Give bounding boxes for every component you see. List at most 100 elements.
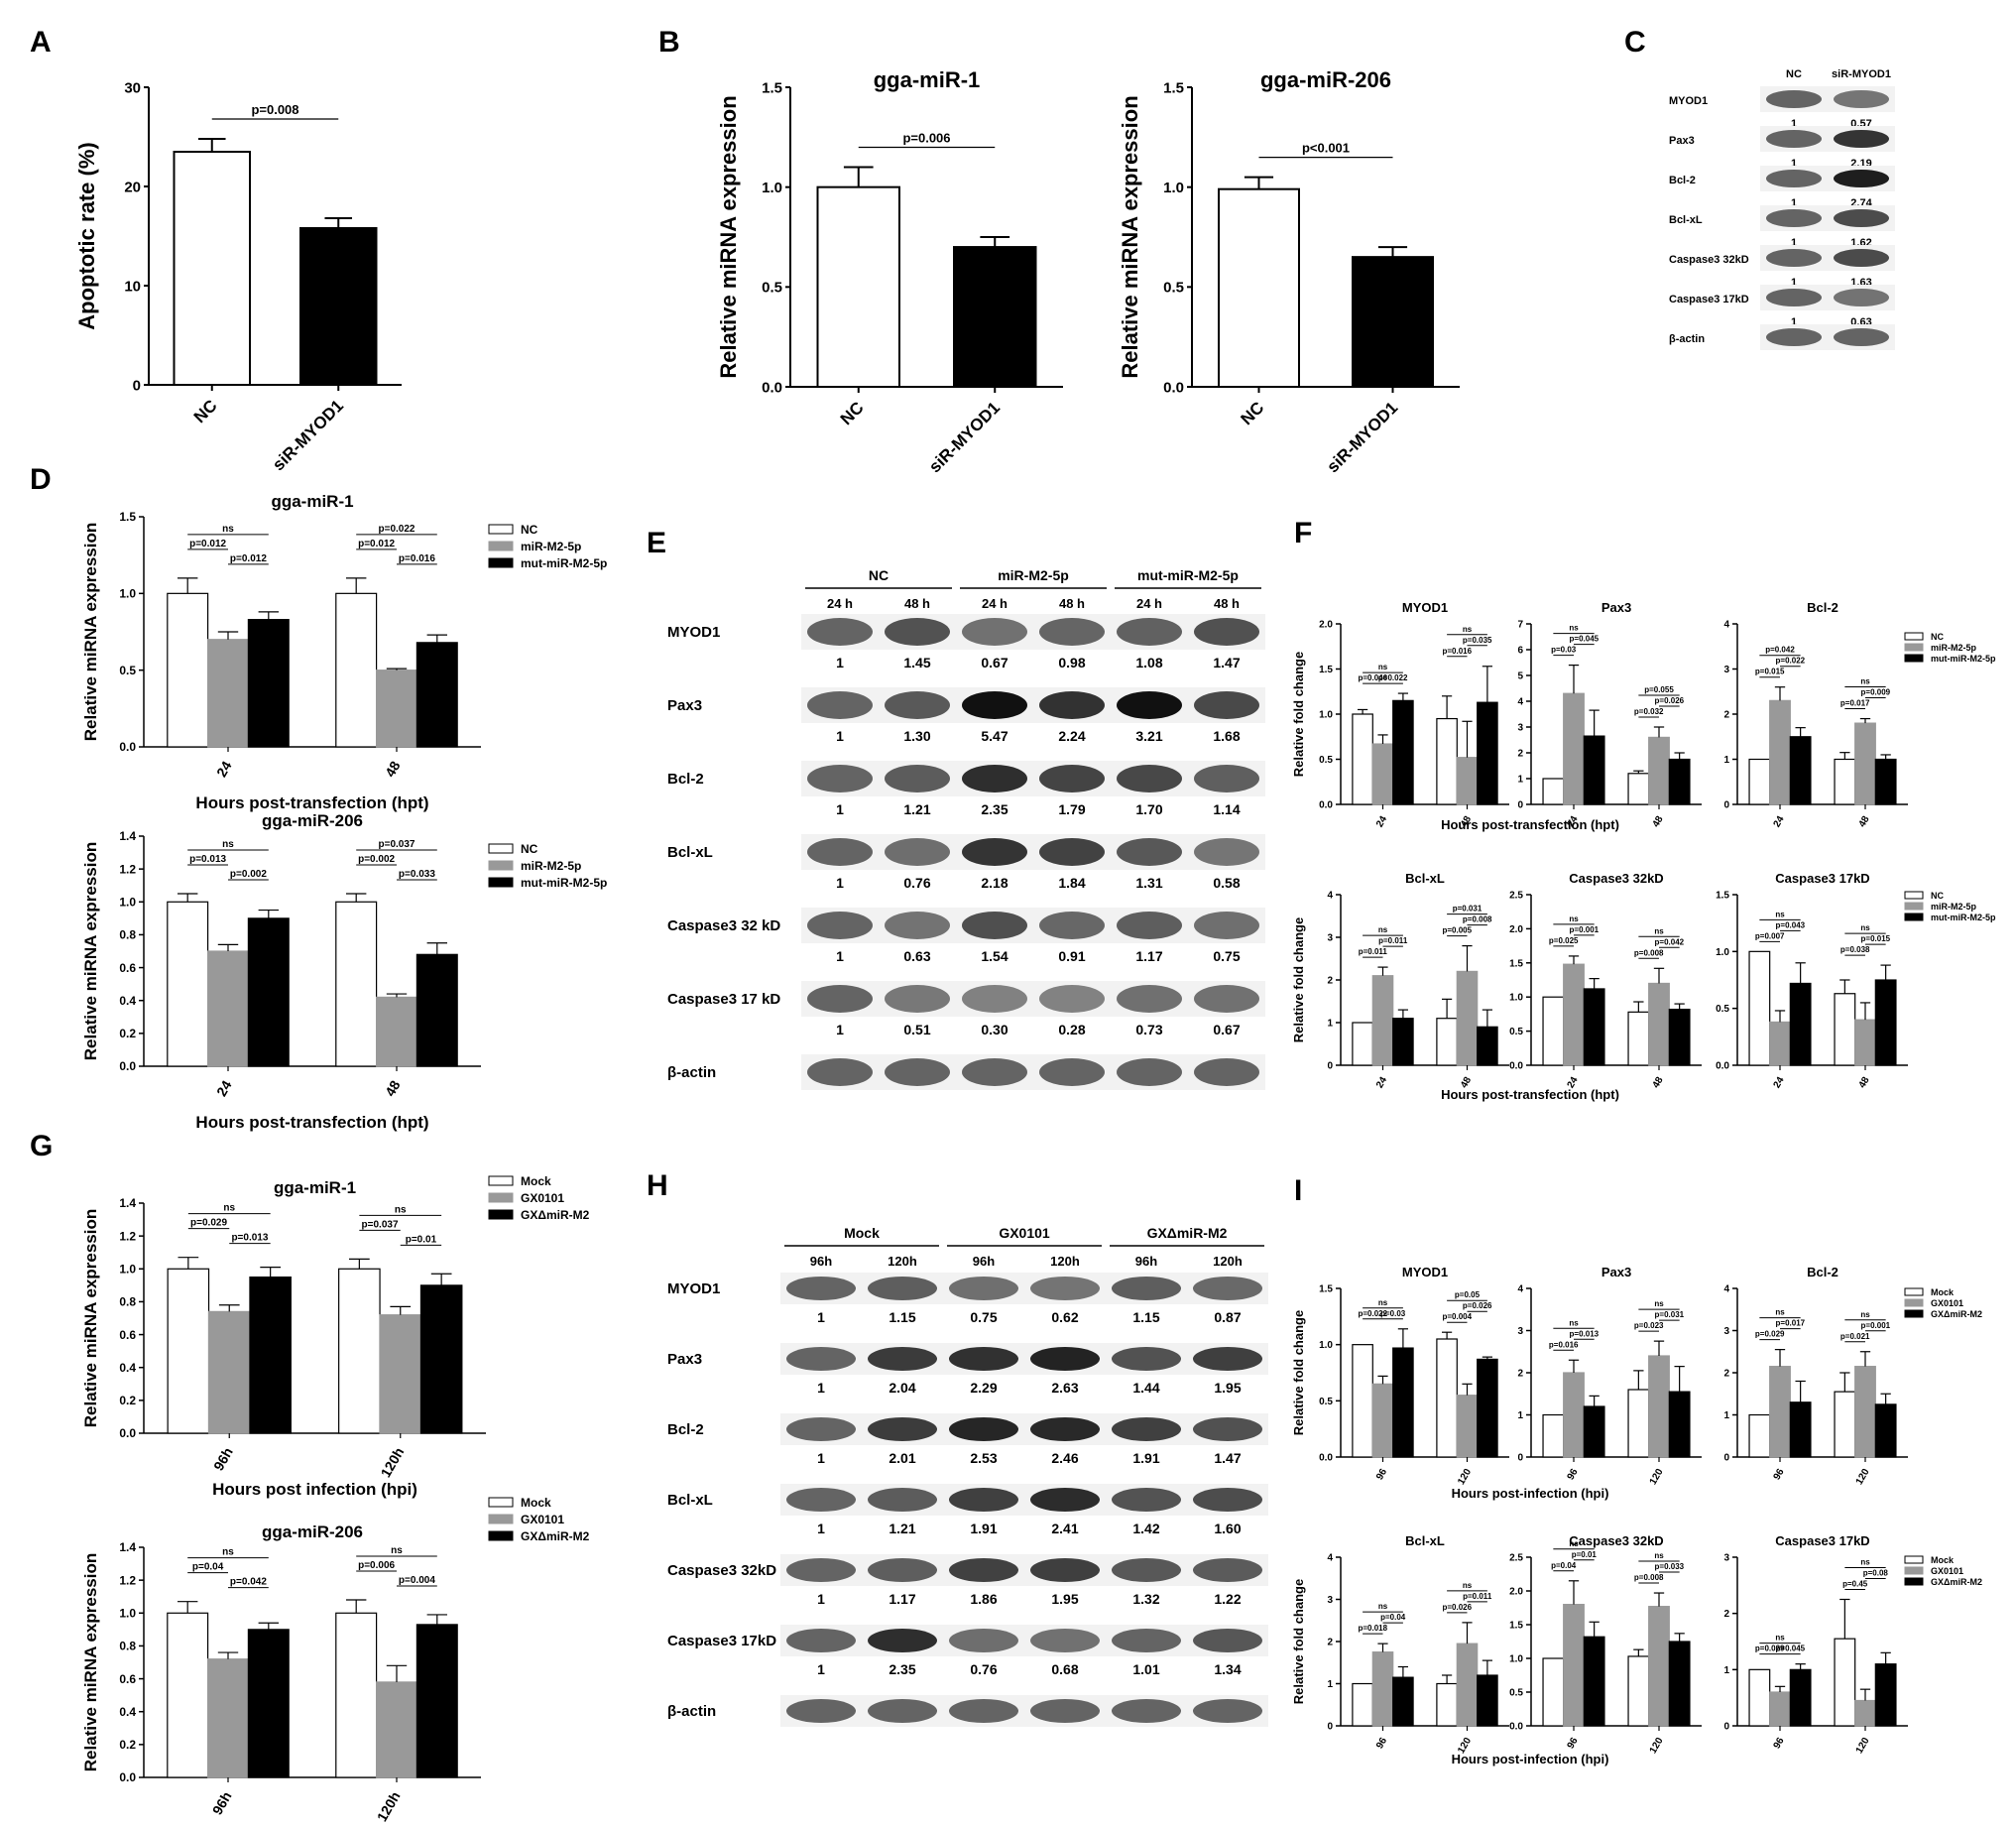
p-value-label: ns	[222, 1547, 234, 1558]
blot-row-label: Bcl-xL	[667, 844, 713, 861]
chart-title: gga-miR-1	[274, 1178, 356, 1197]
y-tick-label: 2.5	[1509, 891, 1523, 902]
blot-band	[962, 618, 1027, 646]
y-tick-label: 1.5	[1319, 665, 1333, 675]
y-tick-label: 4	[1327, 891, 1333, 902]
blot-quant-value: 0.62	[1051, 1309, 1078, 1325]
blot-band	[885, 1058, 950, 1086]
blot-strip	[801, 1054, 1265, 1090]
legend-swatch	[1904, 1309, 1924, 1318]
blot-quant-value: 1	[817, 1521, 825, 1536]
p-value-label: p=0.035	[1463, 636, 1492, 645]
legend-swatch	[488, 877, 514, 888]
bar	[1769, 1691, 1791, 1727]
bar	[379, 1314, 422, 1434]
bar	[1371, 743, 1394, 805]
y-tick-label: 0.5	[1509, 1688, 1523, 1699]
panel-letter: G	[30, 1130, 53, 1162]
blot-group-header: mut-miR-M2-5p	[1137, 567, 1239, 583]
p-value-label: ns	[1463, 625, 1473, 634]
y-tick-label: 1	[1327, 1679, 1333, 1690]
p-value-label: p=0.016	[1549, 1340, 1579, 1349]
chart-I5: 0.0 0.5 1.0 1.5 2.0 2.5 Caspase3 32kD 96 ns p=0.0…	[1509, 1533, 1702, 1756]
legend: Mock GX0101 GXΔmiR-M2	[488, 1496, 590, 1543]
y-tick-label: 0.2	[119, 1738, 136, 1752]
p-value-label: p=0.011	[1378, 936, 1408, 945]
p-value-label: p=0.013	[1570, 1329, 1600, 1338]
legend-swatch	[488, 524, 514, 535]
p-value-label: p=0.08	[1863, 1569, 1889, 1578]
blot-band	[1194, 691, 1259, 719]
blot-time-header: 120h	[888, 1254, 917, 1269]
bar	[1874, 979, 1897, 1066]
bar	[1627, 773, 1650, 805]
blot-band	[1766, 209, 1822, 227]
legend-swatch	[1904, 1566, 1924, 1575]
bar	[1874, 1663, 1897, 1727]
x-tick-label: 96h	[210, 1445, 236, 1474]
y-tick-label: 7	[1517, 620, 1523, 631]
p-value-label: p=0.026	[1443, 1603, 1473, 1612]
y-tick-label: 0.5	[1319, 755, 1333, 766]
p-value-label: ns	[1775, 910, 1785, 918]
legend-swatch	[1904, 654, 1924, 663]
legend-label: mut-miR-M2-5p	[1931, 654, 1996, 664]
y-tick-label: 1.0	[1319, 1340, 1333, 1351]
bar	[1563, 1372, 1585, 1458]
bar	[1352, 256, 1434, 388]
bar	[1748, 1668, 1771, 1727]
blot-band	[1834, 328, 1889, 346]
blot-row-label: Bcl-2	[667, 1421, 704, 1438]
blot-row-label: Bcl-2	[1669, 175, 1696, 186]
y-tick-label: 1	[1723, 755, 1729, 766]
x-tick-label: NC	[1238, 398, 1268, 428]
chart-title: Bcl-2	[1807, 1265, 1838, 1279]
blot-row-label: MYOD1	[667, 1280, 720, 1297]
blot-quant-value: 0.28	[1058, 1022, 1085, 1037]
blot-band	[786, 1629, 856, 1652]
p-value-label: p=0.017	[1776, 1319, 1806, 1328]
p-value-label: p=0.005	[1443, 926, 1473, 935]
bar	[249, 1276, 292, 1434]
y-tick-label: 4	[1517, 697, 1523, 708]
blot-band	[786, 1488, 856, 1512]
blot-quant-value: 0.75	[970, 1309, 997, 1325]
blot-band	[1112, 1629, 1181, 1652]
y-tick-label: 0.0	[119, 1059, 136, 1073]
y-tick-label: 0	[1723, 800, 1729, 811]
legend-label: GX0101	[1931, 1298, 1963, 1308]
blot-band	[1117, 1058, 1182, 1086]
bar	[1542, 1657, 1565, 1727]
blot-quant-value: 1.95	[1051, 1591, 1078, 1607]
bar	[338, 1268, 381, 1434]
blot-quant-value: 1.34	[1214, 1661, 1241, 1677]
blot-strip	[780, 1484, 1268, 1516]
p-value-label: ns	[1860, 923, 1870, 932]
legend-swatch	[488, 1530, 514, 1541]
p-value-label: p=0.05	[1455, 1290, 1481, 1299]
blot-row-label: Caspase3 32kD	[667, 1562, 776, 1579]
blot-quant-value: 1.21	[889, 1521, 915, 1536]
bar	[415, 1624, 458, 1778]
blot-band	[949, 1417, 1018, 1441]
blot-band	[868, 1629, 937, 1652]
blot-band	[1766, 90, 1822, 108]
blot-band	[1039, 985, 1105, 1013]
bar	[1789, 736, 1812, 805]
blot-quant-value: 1.91	[1132, 1450, 1159, 1466]
blot-band	[807, 985, 873, 1013]
legend-label: GXΔmiR-M2	[521, 1208, 590, 1222]
chart-title: gga-miR-206	[262, 811, 363, 830]
blot-band	[1834, 170, 1889, 187]
blot-band	[1194, 618, 1259, 646]
p-value-label: p=0.046	[1359, 673, 1388, 682]
x-tick-label: 120h	[378, 1445, 408, 1481]
bar	[247, 917, 290, 1067]
bar	[1563, 963, 1585, 1066]
p-value-label: ns	[1378, 663, 1388, 671]
blot-strip	[780, 1413, 1268, 1445]
chart-title: gga-miR-1	[874, 67, 981, 92]
bar	[1769, 1366, 1791, 1458]
legend-swatch	[1904, 891, 1924, 900]
